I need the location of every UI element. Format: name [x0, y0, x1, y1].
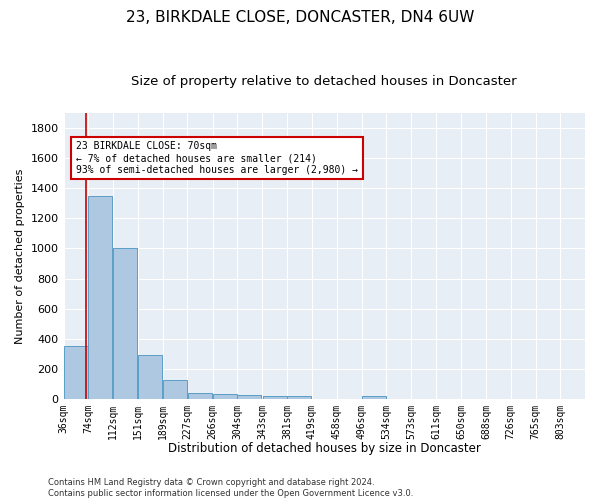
- X-axis label: Distribution of detached houses by size in Doncaster: Distribution of detached houses by size …: [168, 442, 481, 455]
- Bar: [362, 396, 386, 399]
- Bar: [139, 356, 163, 399]
- Text: 23, BIRKDALE CLOSE, DONCASTER, DN4 6UW: 23, BIRKDALE CLOSE, DONCASTER, DN4 6UW: [126, 10, 474, 25]
- Bar: [113, 248, 137, 399]
- Text: Contains HM Land Registry data © Crown copyright and database right 2024.
Contai: Contains HM Land Registry data © Crown c…: [48, 478, 413, 498]
- Text: 23 BIRKDALE CLOSE: 70sqm
← 7% of detached houses are smaller (214)
93% of semi-d: 23 BIRKDALE CLOSE: 70sqm ← 7% of detache…: [76, 142, 358, 174]
- Bar: [213, 394, 237, 399]
- Bar: [238, 394, 262, 399]
- Bar: [64, 346, 88, 399]
- Bar: [163, 380, 187, 399]
- Bar: [287, 396, 311, 399]
- Y-axis label: Number of detached properties: Number of detached properties: [15, 168, 25, 344]
- Bar: [188, 393, 212, 399]
- Bar: [88, 196, 112, 399]
- Bar: [263, 396, 287, 399]
- Title: Size of property relative to detached houses in Doncaster: Size of property relative to detached ho…: [131, 75, 517, 88]
